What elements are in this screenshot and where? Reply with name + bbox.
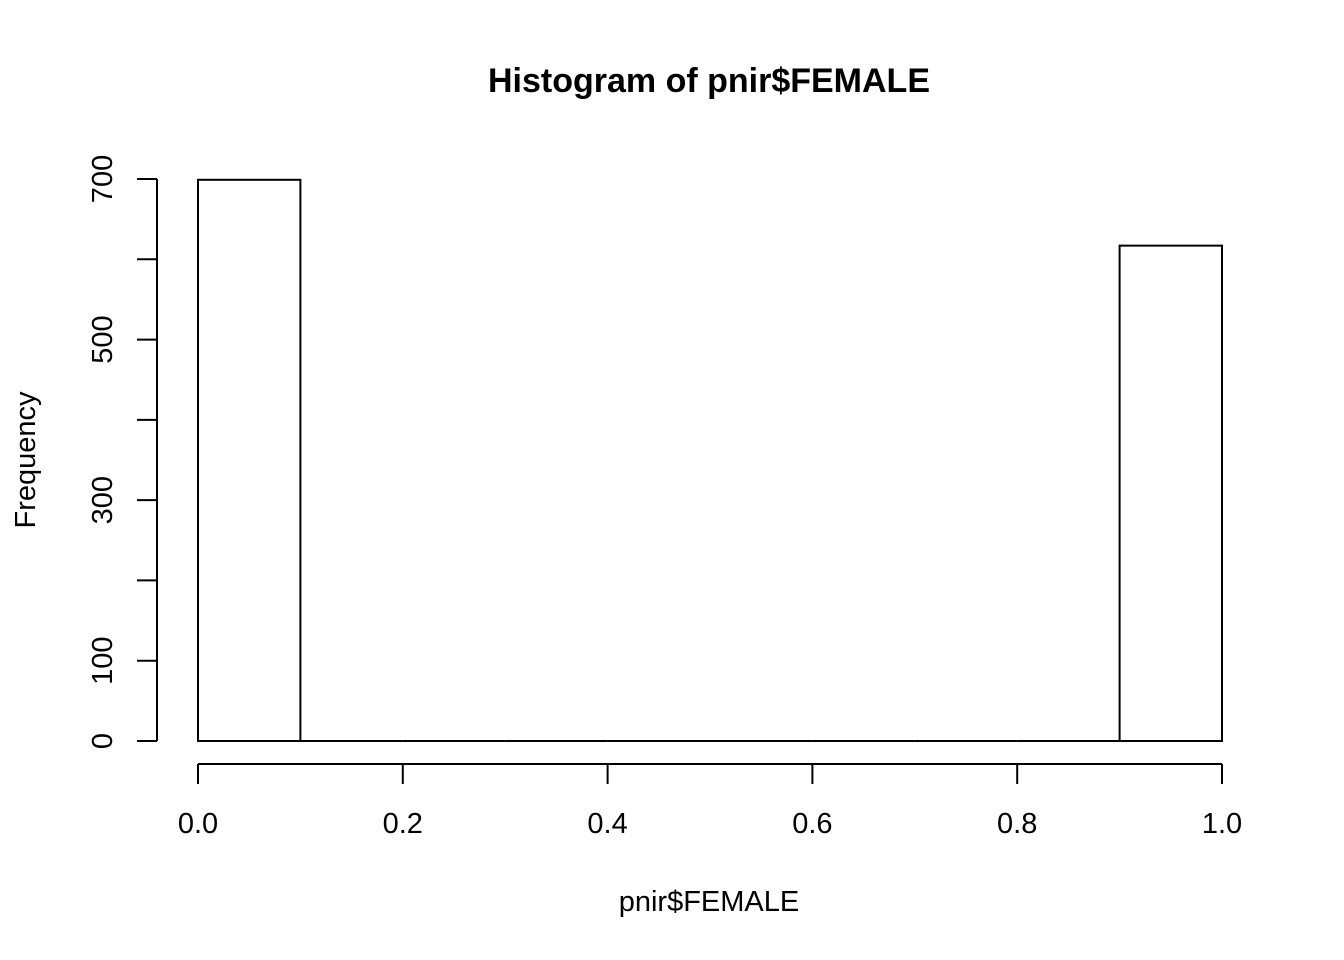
histogram-bars xyxy=(197,178,1223,742)
y-tick-label: 300 xyxy=(87,476,119,524)
y-axis-label: Frequency xyxy=(10,391,42,529)
x-tick-label: 0.0 xyxy=(178,808,218,840)
x-tick-label: 0.2 xyxy=(383,808,423,840)
histogram-bar xyxy=(1118,244,1223,742)
y-tick-label: 0 xyxy=(87,733,119,749)
x-axis-label: pnir$FEMALE xyxy=(619,886,800,918)
y-tick-label: 100 xyxy=(87,637,119,685)
chart-title: Histogram of pnir$FEMALE xyxy=(488,62,930,100)
x-tick-label: 0.4 xyxy=(587,808,627,840)
x-tick-label: 1.0 xyxy=(1202,808,1242,840)
y-tick-label: 700 xyxy=(87,155,119,203)
x-tick-label: 0.6 xyxy=(792,808,832,840)
x-tick-label: 0.8 xyxy=(997,808,1037,840)
y-axis: 0 100 300 500 700 xyxy=(87,155,158,749)
histogram-bar xyxy=(197,178,302,742)
x-axis: 0.0 0.2 0.4 0.6 0.8 1.0 xyxy=(178,763,1242,840)
y-tick-label: 500 xyxy=(87,315,119,363)
